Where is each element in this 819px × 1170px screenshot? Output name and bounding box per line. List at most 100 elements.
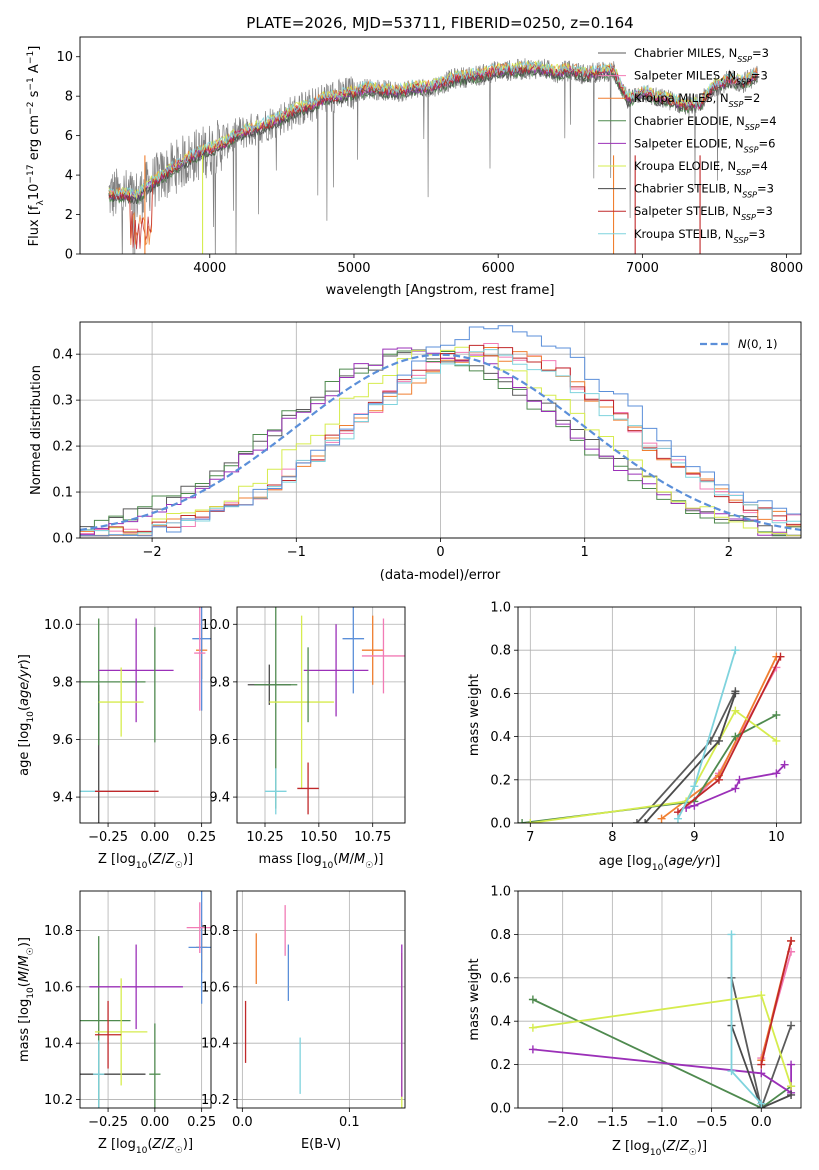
model-spectrum	[108, 67, 758, 204]
axes-frame	[517, 890, 802, 1109]
y-tick-label: 0.2	[52, 440, 73, 455]
x-tick-label: −2	[143, 545, 162, 560]
plot-area	[244, 905, 403, 1108]
legend-label: Salpeter ELODIE, NSSP=6	[634, 136, 775, 154]
x-tick-label: 0.00	[140, 1115, 169, 1130]
x-tick-label: −1.0	[646, 1115, 678, 1130]
weight-marker	[727, 1067, 736, 1076]
weight-marker	[787, 1021, 796, 1030]
y-tick-label: 0.2	[490, 1058, 511, 1073]
x-tick-label: 10.50	[300, 830, 337, 845]
legend-label: Chabrier STELIB, NSSP=3	[634, 182, 774, 200]
weight-marker	[714, 775, 723, 784]
y-tick-label: 10.4	[44, 1037, 73, 1052]
legend-label: Chabrier MILES, NSSP=3	[634, 46, 769, 64]
plot-area	[247, 607, 405, 815]
axes-mass-vs-Z: −0.25 0.00 0.25 10.2 10.4 10.6 10.8	[44, 890, 216, 1130]
y-tick-label: 10.6	[44, 980, 73, 995]
weight-marker	[780, 760, 789, 769]
x-axis-label: (data-model)/error	[380, 568, 501, 583]
legend-label: Salpeter MILES, NSSP=3	[634, 69, 768, 87]
axes-frame	[79, 321, 802, 539]
y-tick-label: 2	[65, 208, 73, 223]
y-tick-label: 0.8	[490, 644, 511, 659]
weight-marker	[787, 1082, 796, 1091]
y-tick-label: 0.6	[490, 971, 511, 986]
y-tick-label: 9.4	[209, 791, 230, 806]
y-tick-label: 9.6	[209, 733, 230, 748]
x-tick-label: 4000	[193, 261, 226, 276]
weight-marker	[528, 1023, 537, 1032]
y-tick-label: 10.8	[44, 924, 73, 939]
weight-marker	[528, 1045, 537, 1054]
y-axis-label: mass weight	[467, 958, 482, 1040]
x-tick-label: 0.25	[187, 830, 216, 845]
weight-marker	[757, 1099, 766, 1108]
weight-marker	[772, 711, 781, 719]
y-tick-label: 0.4	[490, 1015, 511, 1030]
legend-label: Chabrier ELODIE, NSSP=4	[634, 114, 777, 132]
plot-area	[108, 58, 759, 254]
weight-marker	[632, 819, 641, 823]
y-axis-label: Flux [fλ10−17 erg cm−2 s−1 A−1]	[26, 46, 46, 247]
x-tick-label: 0.0	[232, 1115, 253, 1130]
histogram-series	[80, 344, 801, 538]
weight-marker	[731, 784, 740, 793]
x-tick-label: 6000	[482, 261, 515, 276]
x-tick-label: 8	[608, 830, 616, 845]
plot-area	[528, 930, 796, 1108]
y-axis-label: mass [log10(M/M☉)]	[17, 937, 36, 1062]
y-tick-label: 8	[65, 90, 73, 105]
weight-marker	[526, 819, 535, 823]
y-tick-label: 9.8	[209, 675, 230, 690]
x-tick-label: −0.25	[88, 1115, 128, 1130]
weight-marker	[787, 1060, 796, 1069]
x-tick-label: −2.0	[547, 1115, 579, 1130]
spectrum-legend: Chabrier MILES, NSSP=3 Salpeter MILES, NS…	[598, 46, 777, 244]
y-tick-label: 10.0	[44, 618, 73, 633]
plot-area	[80, 325, 801, 538]
axes-spectrum: 4000 5000 6000 7000 8000 0 2 4 6 8 10	[56, 36, 803, 276]
weight-marker	[757, 1060, 766, 1069]
y-tick-label: 0.4	[52, 348, 73, 363]
axes-frame	[517, 606, 802, 824]
x-tick-label: 9	[690, 830, 698, 845]
x-tick-label: −0.5	[696, 1115, 728, 1130]
legend-label: Kroupa MILES, NSSP=2	[634, 91, 760, 109]
weight-marker	[727, 930, 736, 939]
x-tick-label: 10.75	[354, 830, 391, 845]
y-tick-label: 0.4	[490, 730, 511, 745]
legend-label: N(0, 1)	[738, 337, 778, 351]
y-tick-label: 0.0	[52, 532, 73, 547]
axes-mass-vs-EBV: 0.0 0.1 10.2 10.4 10.6 10.8	[201, 890, 406, 1130]
weight-marker	[735, 775, 744, 784]
x-tick-label: 0.1	[339, 1115, 360, 1130]
x-tick-label: 10	[768, 830, 785, 845]
weight-marker	[757, 991, 766, 1000]
axes-frame	[79, 606, 212, 824]
weight-marker	[787, 936, 796, 945]
legend-label: Salpeter STELIB, NSSP=3	[634, 204, 773, 222]
x-axis-label: age [log10(age/yr)]	[599, 854, 721, 873]
weight-marker	[776, 652, 785, 661]
y-axis-label: age [log10(age/yr)]	[17, 654, 36, 776]
x-tick-label: 0.0	[751, 1115, 772, 1130]
y-tick-label: 10	[56, 50, 73, 65]
x-tick-label: 2	[725, 545, 733, 560]
y-tick-label: 0.6	[490, 687, 511, 702]
weight-line	[760, 940, 792, 1065]
legend-label: Kroupa ELODIE, NSSP=4	[634, 159, 768, 177]
x-tick-label: −1	[287, 545, 306, 560]
chart-title: PLATE=2026, MJD=53711, FIBERID=0250, z=0…	[246, 14, 633, 32]
y-tick-label: 1.0	[490, 885, 511, 900]
x-axis-label: Z [log10(Z/Z☉)]	[612, 1139, 707, 1158]
y-tick-label: 10.6	[201, 980, 230, 995]
axes-weight-vs-Z: −2.0 −1.5 −1.0 −0.5 0.0 0.0 0.2 0.4 0.6 0.8 1.0	[490, 885, 802, 1130]
y-tick-label: 9.6	[52, 733, 73, 748]
weight-marker	[657, 814, 666, 823]
weight-line	[730, 1025, 792, 1108]
weight-marker	[757, 1069, 766, 1078]
weight-marker	[528, 995, 537, 1004]
model-spectrum	[108, 60, 758, 198]
